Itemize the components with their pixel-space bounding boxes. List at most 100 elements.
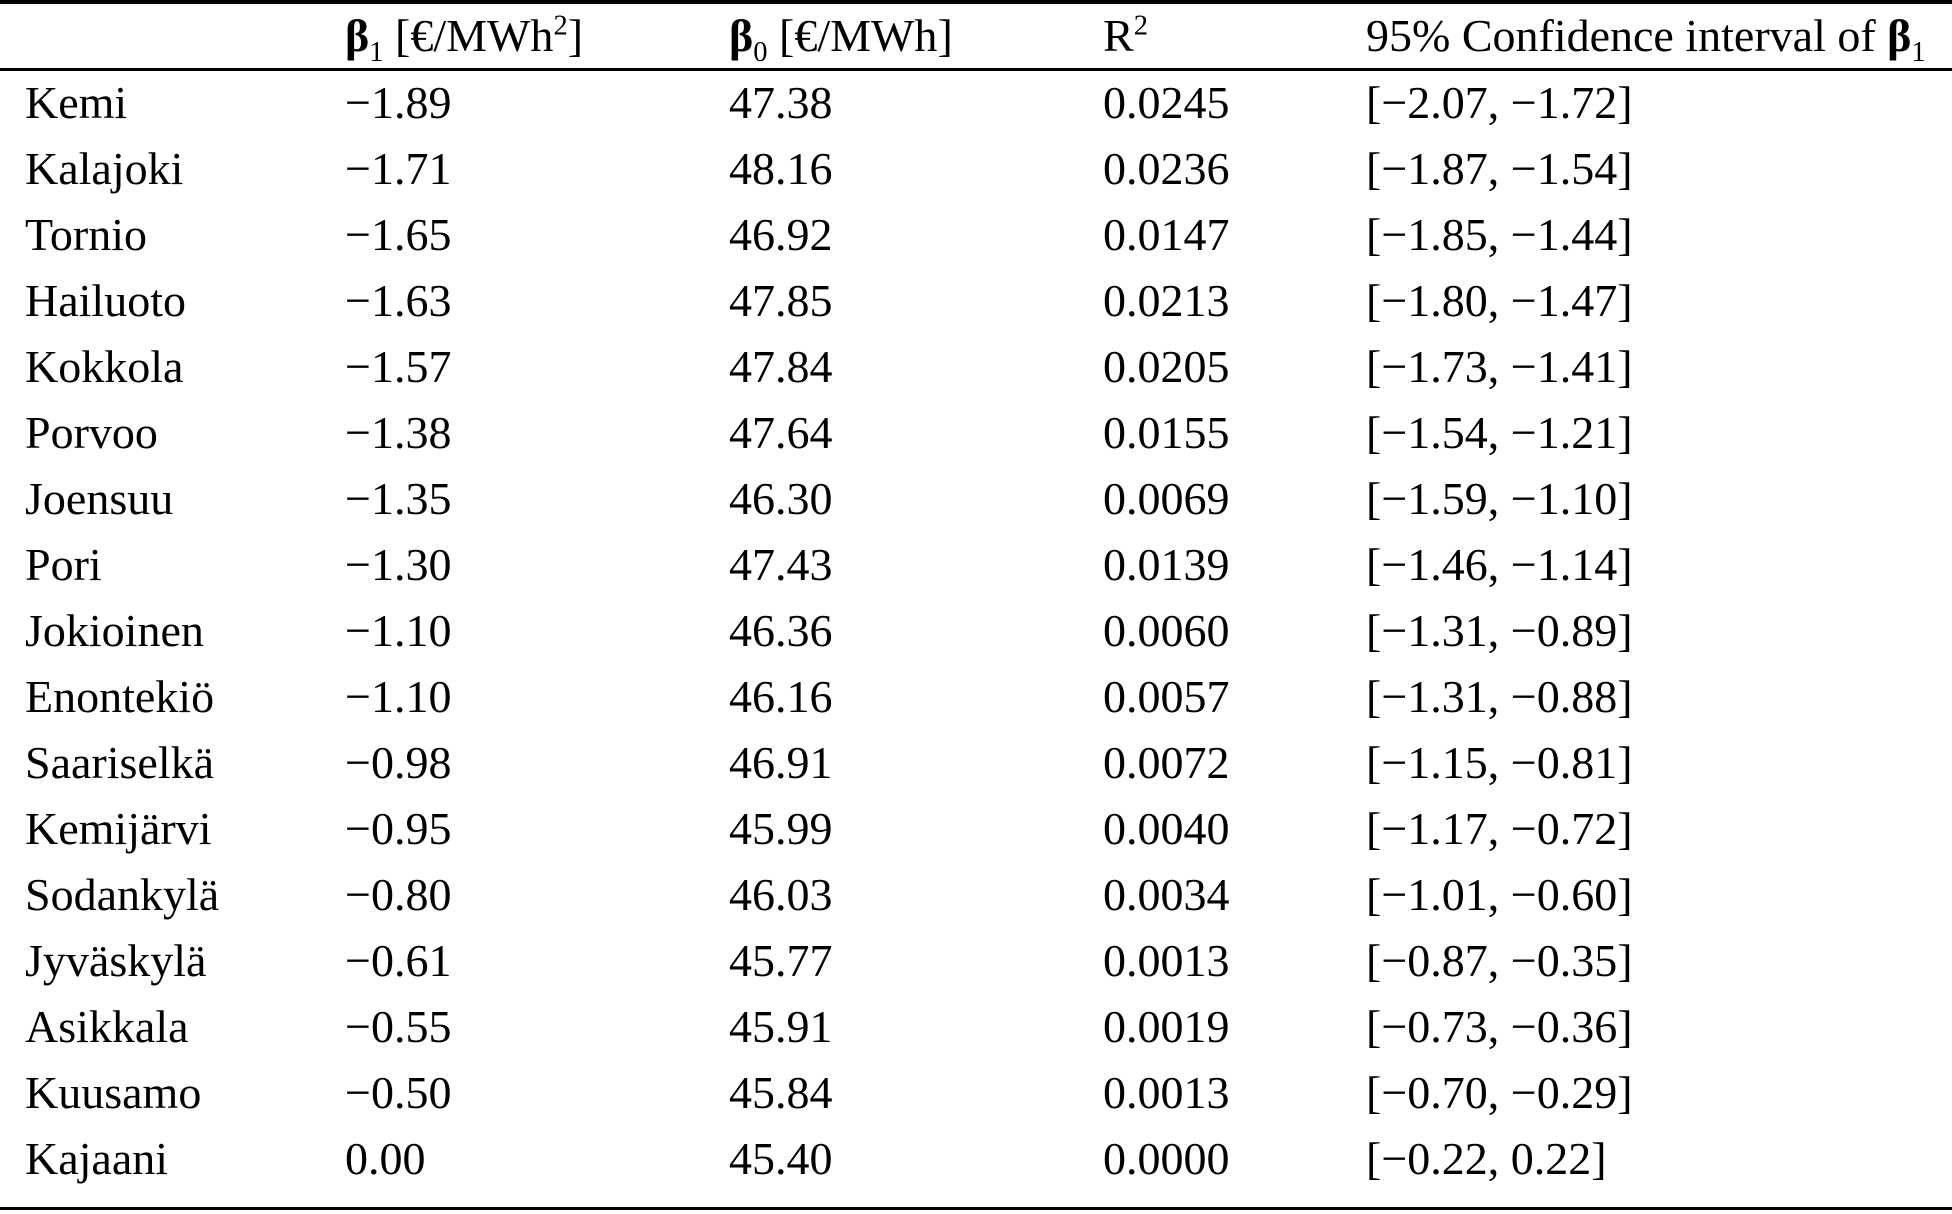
table-row: Hailuoto −1.63 47.85 0.0213 [−1.80, −1.47] (0, 267, 1952, 333)
cell-confidence-interval: [−1.73, −1.41] (1366, 340, 1633, 392)
cell-confidence-interval: [−1.54, −1.21] (1366, 406, 1633, 458)
cell-location: Saariselkä (25, 736, 215, 788)
results-table: β1 [€/MWh2] β0 [€/MWh] R2 95% Confidence… (0, 4, 1952, 1191)
cell-r2: 0.0155 (1103, 406, 1230, 458)
table-row: Kokkola −1.57 47.84 0.0205 [−1.73, −1.41] (0, 333, 1952, 399)
cell-r2: 0.0060 (1103, 604, 1230, 656)
cell-confidence-interval: [−1.85, −1.44] (1366, 208, 1633, 260)
col-header-r2: R2 (1103, 4, 1366, 69)
cell-r2: 0.0069 (1103, 472, 1230, 524)
cell-confidence-interval: [−1.15, −0.81] (1366, 736, 1633, 788)
cell-beta0: 45.40 (729, 1132, 833, 1184)
r2-letter: R (1103, 10, 1134, 62)
ci-beta-symbol: β (1887, 10, 1912, 62)
table-row: Kemijärvi −0.95 45.99 0.0040 [−1.17, −0.72] (0, 795, 1952, 861)
cell-beta1: −1.63 (345, 274, 452, 326)
cell-location: Tornio (25, 208, 147, 260)
cell-r2: 0.0147 (1103, 208, 1230, 260)
cell-beta0: 45.91 (729, 1000, 833, 1052)
cell-confidence-interval: [−0.70, −0.29] (1366, 1066, 1633, 1118)
ci-beta-subscript: 1 (1911, 37, 1926, 69)
cell-confidence-interval: [−1.59, −1.10] (1366, 472, 1633, 524)
col-header-confidence-interval: 95% Confidence interval of β1 (1366, 4, 1952, 69)
cell-beta1: −1.38 (345, 406, 452, 458)
cell-confidence-interval: [−1.80, −1.47] (1366, 274, 1633, 326)
cell-r2: 0.0040 (1103, 802, 1230, 854)
table-row: Kemi −1.89 47.38 0.0245 [−2.07, −1.72] (0, 69, 1952, 135)
cell-r2: 0.0213 (1103, 274, 1230, 326)
cell-beta1: −1.65 (345, 208, 452, 260)
ci-header-text: 95% Confidence interval of (1366, 10, 1888, 62)
cell-confidence-interval: [−2.07, −1.72] (1366, 77, 1633, 129)
cell-beta0: 46.91 (729, 736, 833, 788)
cell-beta1: −1.30 (345, 538, 452, 590)
cell-location: Kemijärvi (25, 802, 212, 854)
cell-location: Enontekiö (25, 670, 215, 722)
cell-r2: 0.0000 (1103, 1132, 1230, 1184)
cell-location: Joensuu (25, 472, 174, 524)
cell-beta1: −0.50 (345, 1066, 452, 1118)
cell-beta1: −1.71 (345, 142, 452, 194)
beta1-subscript: 1 (369, 37, 384, 69)
beta0-symbol: β (729, 10, 754, 62)
beta1-unit-close: ] (567, 10, 584, 62)
cell-beta1: 0.00 (345, 1132, 426, 1184)
table-row: Saariselkä −0.98 46.91 0.0072 [−1.15, −0.81] (0, 729, 1952, 795)
cell-beta0: 46.92 (729, 208, 833, 260)
cell-beta0: 45.77 (729, 934, 833, 986)
cell-beta0: 48.16 (729, 142, 833, 194)
table-row: Kalajoki −1.71 48.16 0.0236 [−1.87, −1.54] (0, 135, 1952, 201)
table-row: Kuusamo −0.50 45.84 0.0013 [−0.70, −0.29] (0, 1059, 1952, 1125)
cell-beta1: −1.57 (345, 340, 452, 392)
cell-beta0: 45.84 (729, 1066, 833, 1118)
cell-confidence-interval: [−1.31, −0.89] (1366, 604, 1633, 656)
cell-r2: 0.0019 (1103, 1000, 1230, 1052)
col-header-beta1: β1 [€/MWh2] (345, 4, 729, 69)
cell-beta0: 46.03 (729, 868, 833, 920)
cell-location: Jyväskylä (25, 934, 207, 986)
cell-location: Pori (25, 538, 102, 590)
cell-location: Hailuoto (25, 274, 186, 326)
cell-location: Porvoo (25, 406, 158, 458)
cell-confidence-interval: [−0.87, −0.35] (1366, 934, 1633, 986)
table-row: Porvoo −1.38 47.64 0.0155 [−1.54, −1.21] (0, 399, 1952, 465)
cell-beta0: 46.36 (729, 604, 833, 656)
cell-location: Kajaani (25, 1132, 169, 1184)
table-row: Jokioinen −1.10 46.36 0.0060 [−1.31, −0.89] (0, 597, 1952, 663)
col-header-location (0, 4, 345, 69)
cell-beta0: 45.99 (729, 802, 833, 854)
cell-location: Sodankylä (25, 868, 220, 920)
cell-beta1: −0.95 (345, 802, 452, 854)
cell-beta0: 47.64 (729, 406, 833, 458)
cell-beta0: 47.43 (729, 538, 833, 590)
cell-location: Jokioinen (25, 604, 204, 656)
header-row: β1 [€/MWh2] β0 [€/MWh] R2 95% Confidence… (0, 4, 1952, 69)
cell-beta0: 47.84 (729, 340, 833, 392)
table-row: Enontekiö −1.10 46.16 0.0057 [−1.31, −0.88] (0, 663, 1952, 729)
table-row: Pori −1.30 47.43 0.0139 [−1.46, −1.14] (0, 531, 1952, 597)
cell-r2: 0.0236 (1103, 142, 1230, 194)
cell-confidence-interval: [−1.87, −1.54] (1366, 142, 1633, 194)
cell-r2: 0.0013 (1103, 934, 1230, 986)
cell-beta0: 46.30 (729, 472, 833, 524)
cell-beta1: −1.35 (345, 472, 452, 524)
cell-r2: 0.0034 (1103, 868, 1230, 920)
cell-r2: 0.0072 (1103, 736, 1230, 788)
table-row: Joensuu −1.35 46.30 0.0069 [−1.59, −1.10] (0, 465, 1952, 531)
cell-confidence-interval: [−1.01, −0.60] (1366, 868, 1633, 920)
beta0-unit: [€/MWh (767, 10, 938, 62)
cell-confidence-interval: [−0.73, −0.36] (1366, 1000, 1633, 1052)
cell-r2: 0.0139 (1103, 538, 1230, 590)
cell-beta1: −0.55 (345, 1000, 452, 1052)
cell-beta0: 47.38 (729, 77, 833, 129)
cell-r2: 0.0205 (1103, 340, 1230, 392)
table-row: Jyväskylä −0.61 45.77 0.0013 [−0.87, −0.35] (0, 927, 1952, 993)
beta1-unit: [€/MWh (383, 10, 554, 62)
table-row: Tornio −1.65 46.92 0.0147 [−1.85, −1.44] (0, 201, 1952, 267)
cell-beta0: 46.16 (729, 670, 833, 722)
r2-superscript: 2 (1133, 10, 1148, 42)
cell-confidence-interval: [−1.46, −1.14] (1366, 538, 1633, 590)
beta1-symbol: β (345, 10, 370, 62)
cell-beta1: −1.10 (345, 604, 452, 656)
